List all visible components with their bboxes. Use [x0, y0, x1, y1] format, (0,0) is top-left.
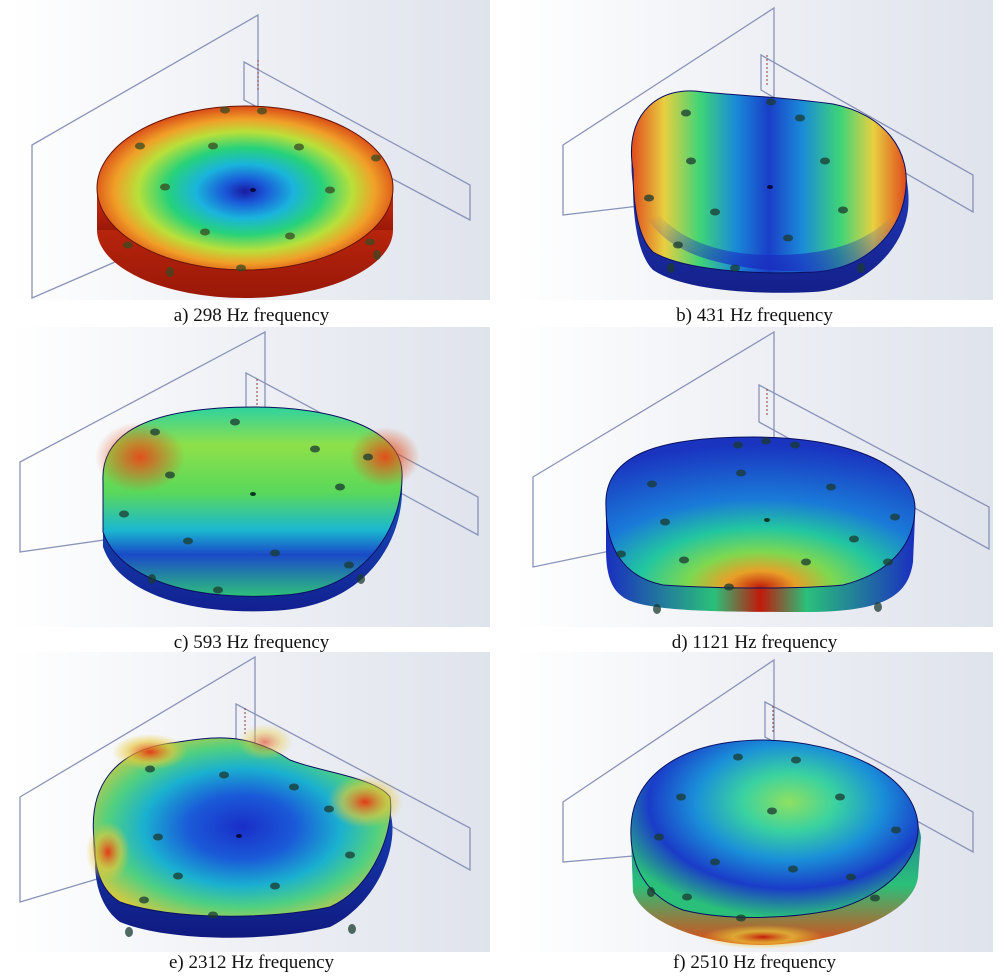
caption-c: c) 593 Hz frequency	[173, 632, 330, 653]
mode-panel-b: b) 431 Hz frequency	[503, 0, 1006, 326]
caption-e: e) 2312 Hz frequency	[168, 952, 335, 973]
caption-d: d) 1121 Hz frequency	[671, 632, 838, 653]
caption-b: b) 431 Hz frequency	[676, 305, 833, 326]
mode-shape-render-b	[513, 0, 993, 300]
mode-panel-c: c) 593 Hz frequency	[0, 327, 503, 653]
mode-shape-render-f	[513, 652, 993, 952]
mode-panel-d: d) 1121 Hz frequency	[503, 327, 1006, 653]
mode-panel-a: a) 298 Hz frequency	[0, 0, 503, 326]
caption-f: f) 2510 Hz frequency	[672, 952, 836, 973]
mode-panel-e: e) 2312 Hz frequency	[0, 652, 503, 977]
caption-a: a) 298 Hz frequency	[173, 305, 330, 326]
mode-shape-render-d	[513, 327, 993, 627]
mode-shape-render-c	[10, 327, 490, 627]
mode-shape-render-e	[10, 652, 490, 952]
mode-panel-f: f) 2510 Hz frequency	[503, 652, 1006, 977]
mode-shape-render-a	[10, 0, 490, 300]
